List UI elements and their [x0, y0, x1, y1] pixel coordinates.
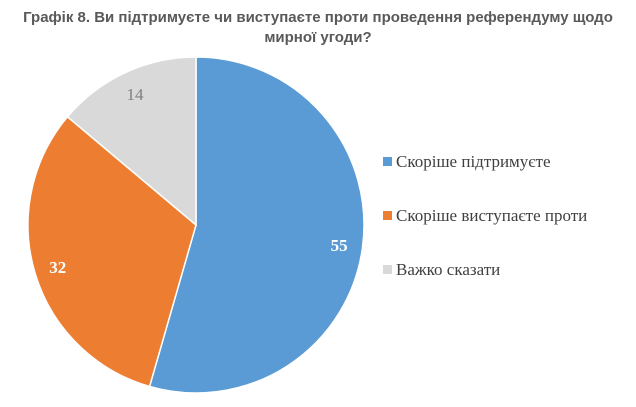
data-label-1: 55 [331, 236, 348, 255]
pie-slices [27, 56, 365, 394]
chart-title: Графік 8. Ви підтримуєте чи виступаєте п… [23, 9, 613, 46]
legend-label-3: Важко сказати [396, 260, 500, 279]
pie-slice-1 [148, 56, 365, 394]
data-label-3: 14 [127, 85, 145, 104]
pie-slice-3 [66, 56, 197, 227]
legend: Скоріше підтримуєте Скоріше виступаєте пр… [383, 152, 587, 279]
pie-data-labels: 55 32 14 [49, 85, 347, 277]
legend-swatch-1 [383, 157, 392, 166]
data-label-2: 32 [49, 258, 66, 277]
pie-slice-2 [27, 115, 197, 388]
legend-label-2: Скоріше виступаєте проти [396, 206, 587, 225]
legend-label-1: Скоріше підтримуєте [396, 152, 551, 171]
legend-swatch-3 [383, 265, 392, 274]
legend-swatch-2 [383, 211, 392, 220]
